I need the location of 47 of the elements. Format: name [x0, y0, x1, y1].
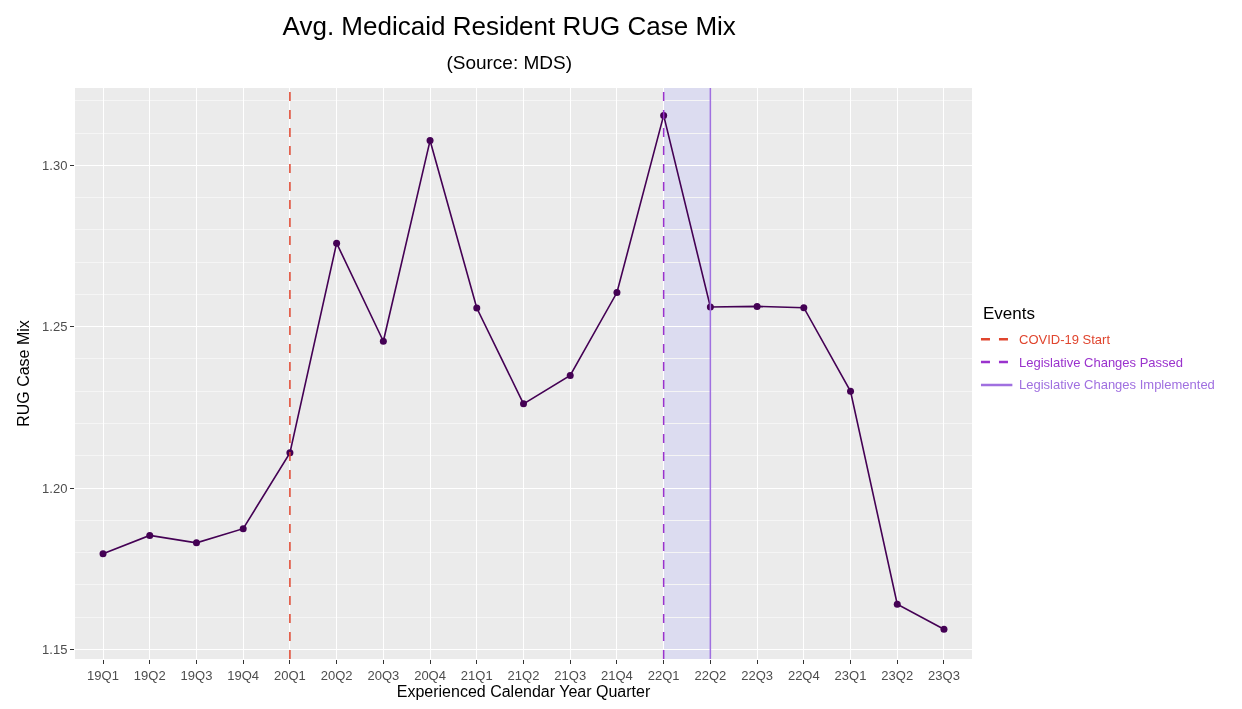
x-tick-label: 22Q1 — [647, 667, 680, 683]
point — [893, 600, 901, 608]
chart-subtitle: (Source: MDS) — [446, 52, 573, 74]
x-tick-label: 20Q3 — [367, 667, 400, 683]
ref-line-label: Legislative Changes Passed — [1019, 355, 1184, 370]
x-axis-title: Experienced Calendar Year Quarter — [396, 682, 651, 700]
point — [473, 304, 481, 312]
x-tick-label: 19Q2 — [133, 667, 166, 683]
x-tick-label: 19Q3 — [180, 667, 213, 683]
y-tick-label: 1.30 — [42, 157, 68, 173]
point — [847, 387, 855, 395]
point — [192, 539, 200, 547]
x-tick-label: 20Q2 — [320, 667, 353, 683]
point — [99, 550, 107, 558]
x-tick-label: 23Q1 — [834, 667, 867, 683]
x-tick-label: 19Q4 — [227, 667, 260, 683]
x-tick-label: 23Q3 — [928, 667, 960, 683]
chart-title: Avg. Medicaid Resident RUG Case Mix — [282, 11, 736, 42]
y-tick-label: 1.20 — [42, 480, 68, 496]
point — [613, 289, 621, 297]
x-tick-label: 22Q4 — [787, 667, 820, 683]
point — [239, 525, 247, 533]
x-tick-label: 21Q3 — [554, 667, 587, 683]
x-tick-label: 21Q2 — [507, 667, 540, 683]
ref-line-label: COVID-19 Start — [1019, 332, 1111, 347]
legend-title: Events — [983, 304, 1035, 323]
x-tick-label: 21Q1 — [460, 667, 493, 683]
point — [426, 137, 434, 145]
x-tick-label: 19Q1 — [87, 667, 119, 683]
x-tick-label: 22Q2 — [694, 667, 727, 683]
point — [520, 400, 527, 408]
ref-line-label: Legislative Changes Implemented — [1019, 377, 1215, 392]
point — [146, 531, 154, 539]
point — [379, 337, 387, 345]
y-tick-label: 1.15 — [42, 641, 68, 657]
x-tick-label: 23Q2 — [881, 667, 914, 683]
point — [753, 302, 761, 310]
x-tick-label: 20Q1 — [274, 667, 306, 683]
y-axis-title: RUG Case Mix — [14, 320, 32, 427]
point — [800, 304, 808, 312]
point — [566, 371, 574, 379]
point — [940, 625, 948, 633]
y-tick-label: 1.25 — [42, 319, 68, 335]
x-tick-label: 22Q3 — [741, 667, 773, 683]
point — [333, 239, 341, 247]
x-tick-label: 20Q4 — [414, 667, 446, 683]
x-tick-label: 21Q4 — [601, 667, 633, 683]
